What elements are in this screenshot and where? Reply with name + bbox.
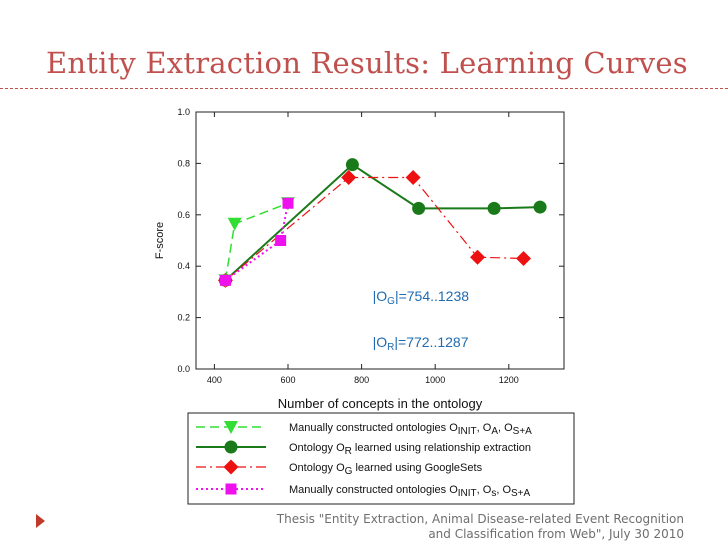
footer-line-2: and Classification from Web", July 30 20…: [428, 527, 684, 541]
range-annotation-1: |OG|=754..1238: [373, 288, 470, 307]
data-point-series-4: [219, 274, 231, 286]
data-point-series-3: [470, 249, 486, 265]
x-tick-label: 1200: [499, 375, 519, 385]
data-point-series-3: [341, 170, 357, 186]
legend-label: Manually constructed ontologies OINIT, O…: [289, 484, 531, 499]
data-point-series-3: [516, 250, 532, 266]
legend-marker: [224, 440, 238, 454]
data-point-series-2: [487, 201, 501, 215]
x-tick-label: 800: [354, 375, 369, 385]
series-line-3: [225, 176, 524, 281]
y-axis-label: F-score: [154, 222, 166, 259]
legend-marker: [223, 459, 239, 475]
x-tick-label: 1000: [425, 375, 445, 385]
legend-label: Manually constructed ontologies OINIT, O…: [289, 422, 532, 437]
title-divider: [0, 88, 728, 89]
legend-marker: [225, 483, 237, 495]
data-point-series-2: [412, 201, 426, 215]
x-tick-label: 400: [207, 375, 222, 385]
plot-frame: [195, 111, 565, 370]
y-tick-label: 0.6: [177, 210, 190, 220]
data-point-series-3: [405, 170, 421, 186]
data-point-series-1: [227, 217, 242, 231]
legend-label: Ontology OR learned using relationship e…: [289, 442, 531, 457]
y-tick-label: 0.2: [177, 313, 190, 323]
chart-legend: Manually constructed ontologies OINIT, O…: [187, 412, 575, 505]
x-tick-label: 600: [280, 375, 295, 385]
bullet-arrow-icon: [36, 514, 45, 528]
x-axis-label: Number of concepts in the ontology: [278, 396, 483, 411]
legend-label: Ontology OG learned using GoogleSets: [289, 462, 483, 477]
y-tick-label: 0.4: [177, 261, 190, 271]
footer-line-1: Thesis "Entity Extraction, Animal Diseas…: [276, 512, 684, 526]
data-point-series-4: [282, 197, 294, 209]
range-annotation-2: |OR|=772..1287: [373, 334, 469, 353]
data-point-series-4: [275, 235, 287, 246]
y-tick-label: 0.0: [177, 364, 190, 374]
slide-title: Entity Extraction Results: Learning Curv…: [46, 46, 688, 80]
series-line-2: [224, 163, 541, 282]
data-point-series-2: [533, 200, 547, 214]
legend-marker: [224, 421, 238, 434]
data-point-series-2: [345, 158, 359, 172]
y-tick-label: 0.8: [177, 158, 190, 168]
y-tick-label: 1.0: [177, 107, 190, 117]
footer-citation: Thesis "Entity Extraction, Animal Diseas…: [214, 512, 684, 542]
